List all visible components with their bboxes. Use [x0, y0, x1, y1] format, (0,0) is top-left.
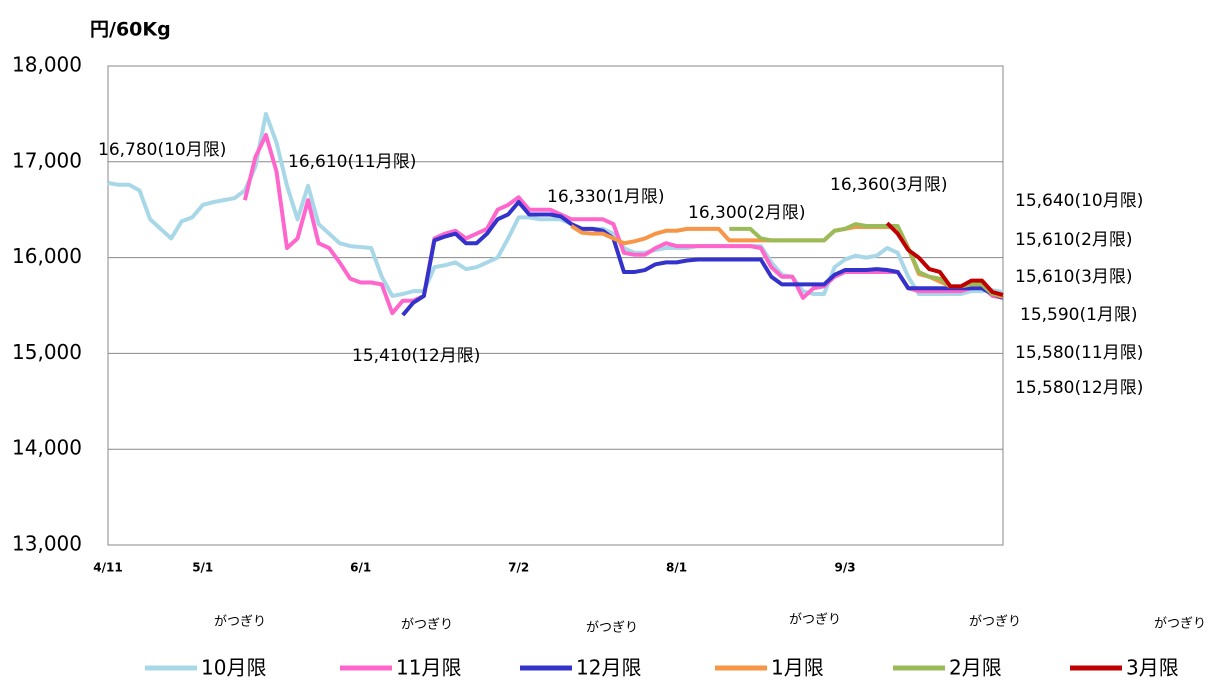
y-tick-label: 15,000: [12, 340, 82, 364]
legend-caption: がつぎり: [1154, 617, 1206, 632]
end-label: 15,610(2月限): [1015, 230, 1133, 250]
annotation: 15,410(12月限): [352, 346, 480, 366]
x-tick-label: 6/1: [350, 561, 371, 575]
legend-label: 11月限: [396, 656, 461, 680]
annotation: 16,610(11月限): [288, 152, 416, 172]
legend-label: 3月限: [1126, 656, 1179, 680]
legend-label: 2月限: [949, 656, 1002, 680]
x-tick-label: 9/3: [835, 561, 856, 575]
end-label: 15,580(12月限): [1015, 378, 1143, 398]
y-tick-label: 18,000: [12, 53, 82, 77]
legend-label: 12月限: [576, 656, 641, 680]
series-line: [401, 200, 1004, 317]
x-tick-label: 8/1: [666, 561, 687, 575]
annotation: 16,780(10月限): [98, 140, 226, 160]
end-label: 15,610(3月限): [1015, 267, 1133, 287]
legend-caption: がつぎり: [969, 615, 1021, 630]
y-tick-label: 14,000: [12, 436, 82, 460]
legend-label: 10月限: [201, 656, 266, 680]
x-tick-label: 7/2: [508, 561, 529, 575]
legend-caption: がつぎり: [401, 618, 453, 633]
annotation: 16,300(2月限): [688, 203, 806, 223]
plot-area: [107, 65, 1004, 546]
end-label: 15,590(1月限): [1020, 305, 1138, 325]
legend-caption: がつぎり: [789, 613, 841, 628]
y-tick-label: 16,000: [12, 244, 82, 268]
y-tick-label: 17,000: [12, 148, 82, 172]
legend-caption: がつぎり: [586, 621, 638, 636]
annotation: 16,330(1月限): [547, 187, 665, 207]
legend-caption: がつぎり: [214, 615, 266, 630]
end-label: 15,640(10月限): [1015, 191, 1143, 211]
series-line: [242, 132, 1004, 316]
x-tick-label: 5/1: [192, 561, 213, 575]
annotation: 16,360(3月限): [830, 175, 948, 195]
x-tick-label: 4/11: [93, 561, 122, 575]
end-label: 15,580(11月限): [1015, 343, 1143, 363]
y-axis-label: 円/60Kg: [90, 19, 171, 41]
legend-label: 1月限: [771, 656, 824, 680]
series-line: [885, 221, 1004, 297]
y-tick-label: 13,000: [12, 532, 82, 556]
